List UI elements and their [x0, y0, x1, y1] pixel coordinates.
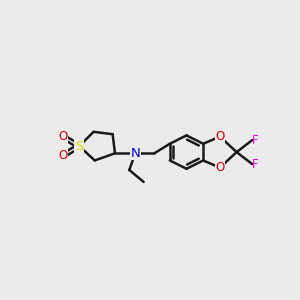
Text: O: O	[58, 149, 67, 162]
Text: F: F	[252, 134, 259, 147]
Text: F: F	[252, 158, 259, 170]
Text: S: S	[75, 140, 83, 153]
Text: N: N	[130, 147, 140, 160]
Text: O: O	[215, 130, 224, 143]
Text: O: O	[215, 161, 224, 174]
Text: O: O	[58, 130, 67, 143]
